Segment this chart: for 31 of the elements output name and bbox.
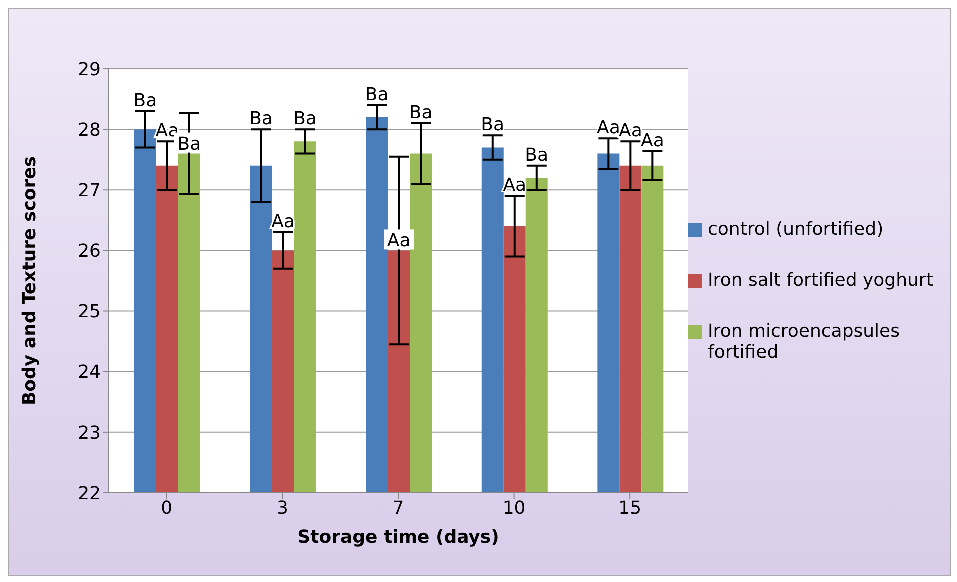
- data-label: Ba: [178, 134, 202, 155]
- data-label: Ba: [294, 108, 317, 130]
- legend-label: Iron microencapsules fortified: [708, 321, 901, 363]
- data-label: Ba: [409, 102, 433, 124]
- y-tick-label: 22: [78, 483, 101, 504]
- data-label: Aa: [619, 120, 642, 142]
- y-tick-label: 26: [78, 241, 101, 262]
- data-label: Ba: [134, 90, 158, 112]
- data-label: Ba: [525, 144, 549, 166]
- data-label: Ba: [365, 84, 389, 106]
- y-tick-label: 25: [78, 302, 101, 323]
- data-label: Aa: [597, 118, 620, 139]
- data-label: Ba: [250, 108, 273, 130]
- y-tick-label: 23: [78, 422, 101, 444]
- y-tick-label: 28: [78, 120, 101, 141]
- data-label: Aa: [503, 175, 527, 196]
- data-label: Aa: [387, 230, 411, 252]
- x-tick-label: 0: [161, 498, 173, 519]
- y-axis-title: Body and Texture scores: [19, 156, 40, 406]
- x-tick-label: 3: [276, 498, 288, 519]
- y-tick-label: 29: [78, 59, 101, 80]
- x-axis-title: Storage time (days): [298, 527, 500, 548]
- y-tick-label: 27: [78, 180, 101, 202]
- y-tick-label: 24: [78, 362, 101, 384]
- x-tick-label: 7: [392, 498, 404, 519]
- legend-label: Iron salt fortified yoghurt: [708, 270, 934, 291]
- legend-label: control (unfortified): [708, 219, 884, 240]
- data-label: Ba: [481, 114, 505, 136]
- data-label: Aa: [641, 130, 664, 152]
- x-tick-label: 15: [618, 498, 642, 519]
- x-tick-label: 10: [502, 498, 526, 519]
